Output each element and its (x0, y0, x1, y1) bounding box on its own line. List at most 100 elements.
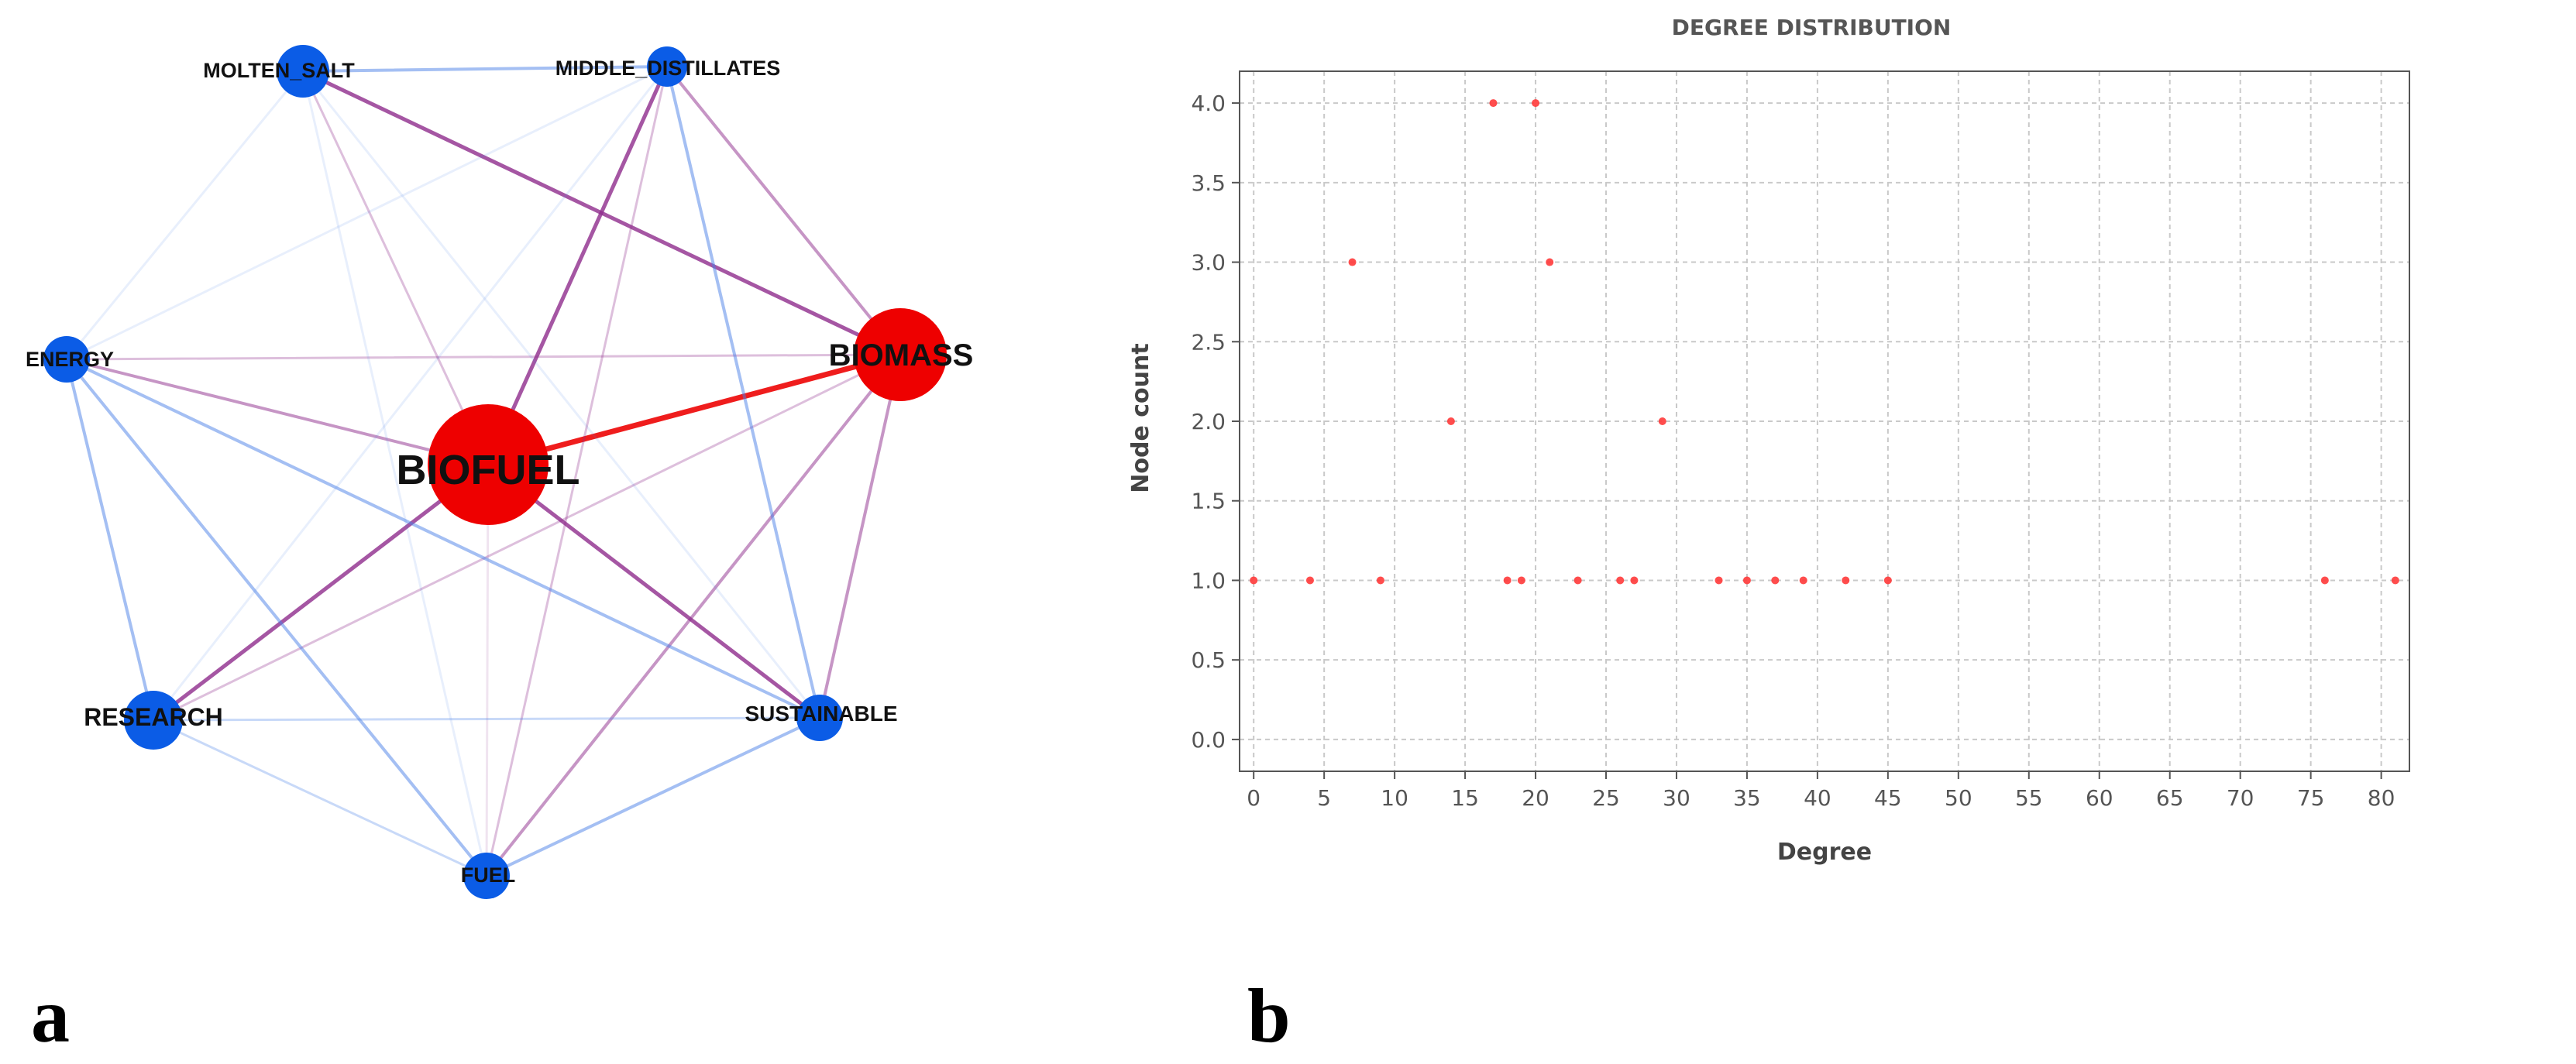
data-points (1250, 99, 2399, 585)
edge-sustainable-fuel (485, 716, 821, 877)
x-tick-label: 35 (1733, 785, 1761, 811)
edge-biofuel-sustainable (486, 462, 822, 720)
edge-molten-salt-biofuel (301, 70, 490, 466)
edge-biomass-fuel (485, 353, 902, 877)
node-label-sustainable: SUSTAINABLE (745, 702, 897, 726)
data-point (1517, 576, 1525, 585)
node-label-research: RESEARCH (84, 703, 223, 731)
y-tick-label: 2.0 (1191, 409, 1226, 434)
edge-molten-salt-fuel (301, 70, 488, 877)
x-tick-label: 75 (2297, 785, 2325, 811)
x-tick-label: 70 (2227, 785, 2254, 811)
data-point (1714, 576, 1723, 585)
node-fuel (463, 853, 510, 899)
edge-molten-salt-sustainable (301, 70, 821, 719)
edge-biomass-sustainable (818, 353, 902, 719)
node-middle-distillates (647, 46, 687, 87)
data-point (2320, 576, 2329, 585)
edge-biofuel-research (151, 462, 490, 722)
node-research (124, 691, 183, 750)
y-tick-label: 4.0 (1191, 91, 1226, 116)
data-point (1616, 576, 1625, 585)
edge-middle-distillates-sustainable (665, 65, 821, 719)
data-point (2391, 576, 2399, 585)
edge-molten-salt-energy (65, 70, 304, 361)
y-tick-label: 3.0 (1191, 250, 1226, 276)
x-tick-label: 30 (1663, 785, 1690, 811)
x-tick-label: 25 (1592, 785, 1620, 811)
data-point (1489, 99, 1498, 108)
y-tick-label: 1.0 (1191, 568, 1226, 593)
x-tick-label: 40 (1804, 785, 1831, 811)
data-point (1573, 576, 1582, 585)
y-tick-label: 3.5 (1191, 170, 1226, 196)
data-point (1883, 576, 1892, 585)
chart-title: DEGREE DISTRIBUTION (1672, 15, 1952, 40)
x-tick-label: 15 (1451, 785, 1479, 811)
data-point (1446, 417, 1455, 425)
data-point (1842, 576, 1850, 585)
panel-label-b: b (1247, 973, 1291, 1059)
data-point (1348, 258, 1357, 266)
plot-frame (1239, 70, 2410, 772)
x-tick-label: 20 (1522, 785, 1549, 811)
x-tick-label: 55 (2015, 785, 2043, 811)
node-label-middle-distillates: MIDDLE_DISTILLATES (555, 57, 781, 80)
edge-middle-distillates-fuel (485, 65, 669, 877)
data-point (1799, 576, 1807, 585)
y-tick-label: 1.5 (1191, 489, 1226, 514)
x-tick-label: 10 (1381, 785, 1408, 811)
node-label-fuel: FUEL (461, 863, 516, 887)
x-tick-label: 60 (2086, 785, 2113, 811)
data-point (1250, 576, 1258, 585)
node-sustainable (796, 695, 843, 741)
node-energy (43, 336, 90, 383)
edge-biofuel-fuel (485, 463, 490, 877)
x-tick-label: 0 (1247, 785, 1260, 811)
y-tick-label: 0.0 (1191, 727, 1226, 753)
edge-energy-biomass (65, 353, 902, 361)
x-tick-label: 45 (1874, 785, 1902, 811)
data-point (1503, 576, 1512, 585)
edge-middle-distillates-biomass (665, 65, 902, 356)
edge-energy-sustainable (65, 358, 821, 719)
node-molten-salt (277, 45, 329, 98)
y-axis-label: Node count (1127, 343, 1154, 493)
node-label-biomass: BIOMASS (829, 338, 974, 372)
network-graph: BIOFUEL BIOMASS MOLTEN_SALT MIDDLE_DISTILLA… (26, 45, 973, 899)
node-label-energy: ENERGY (26, 348, 114, 371)
data-point (1546, 258, 1554, 266)
network-nodes: BIOFUEL BIOMASS MOLTEN_SALT MIDDLE_DISTILLA… (26, 45, 973, 899)
panel-label-a: a (31, 973, 70, 1059)
edge-middle-distillates-energy (65, 65, 669, 361)
y-tick-label: 2.5 (1191, 329, 1226, 355)
edge-research-fuel (152, 719, 488, 877)
data-point (1658, 417, 1666, 425)
y-axis-ticks: 0.0 0.5 1.0 1.5 2.0 2.5 3.0 3.5 4.0 (1191, 91, 1240, 753)
data-point (1376, 576, 1384, 585)
edge-energy-biofuel (65, 358, 490, 466)
data-point (1771, 576, 1780, 585)
edge-energy-research (65, 358, 155, 722)
x-tick-label: 5 (1317, 785, 1331, 811)
node-biofuel (428, 404, 549, 525)
data-point (1630, 576, 1639, 585)
network-edges (65, 64, 903, 877)
chart-grid (1240, 71, 2409, 771)
node-label-biofuel: BIOFUEL (397, 447, 580, 493)
edge-biomass-research (152, 353, 902, 722)
edge-research-sustainable (152, 716, 821, 722)
x-tick-label: 80 (2368, 785, 2395, 811)
x-axis-ticks: 0 5 10 15 20 25 30 35 40 45 50 55 60 65 70 75 80 (1247, 771, 2395, 811)
edge-middle-distillates-biofuel (486, 64, 669, 467)
data-point (1742, 576, 1751, 585)
edge-middle-distillates-research (152, 65, 669, 722)
degree-distribution-chart: DEGREE DISTRIBUTION 0 5 10 15 20 25 30 35 40 45 50… (1127, 15, 2410, 866)
x-tick-label: 50 (1945, 785, 1972, 811)
x-axis-label: Degree (1777, 839, 1872, 866)
y-tick-label: 0.5 (1191, 647, 1226, 673)
edge-molten-salt-middle-distillates (301, 65, 669, 73)
node-biomass (854, 308, 947, 401)
edge-energy-fuel (65, 358, 488, 877)
